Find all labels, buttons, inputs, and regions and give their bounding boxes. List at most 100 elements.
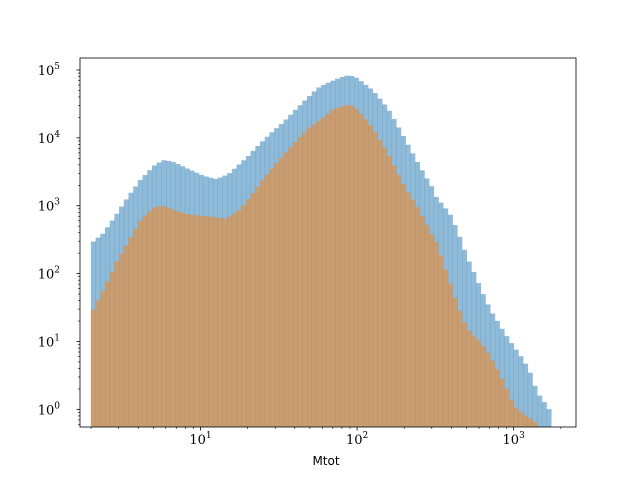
bar	[518, 356, 524, 427]
bar	[508, 343, 514, 427]
bar	[151, 207, 157, 427]
bar	[189, 214, 195, 427]
bar	[104, 281, 110, 427]
bar	[424, 224, 430, 427]
bar	[147, 211, 153, 427]
bar	[353, 108, 359, 427]
bar	[175, 211, 181, 427]
bar	[523, 415, 529, 427]
bar	[476, 340, 482, 427]
y-tick-label: 101	[38, 333, 60, 350]
bar	[241, 204, 247, 427]
bar	[527, 372, 533, 427]
bar	[419, 215, 425, 427]
bar	[166, 207, 172, 427]
bar	[382, 147, 388, 427]
bar	[527, 418, 533, 427]
bar	[349, 105, 355, 427]
bar	[231, 213, 237, 427]
bar	[391, 165, 397, 427]
bar	[119, 253, 125, 427]
bar	[100, 291, 106, 427]
axes: 101 102 103 100 101 102 103 104 105	[38, 57, 577, 448]
bar	[217, 217, 223, 427]
bar	[523, 363, 529, 427]
bar	[269, 168, 275, 427]
bar	[339, 106, 345, 427]
y-tick-label: 103	[38, 198, 61, 215]
bar	[372, 131, 378, 428]
bar	[400, 184, 406, 427]
bar	[358, 113, 364, 428]
bar	[297, 137, 303, 428]
bar	[278, 157, 284, 427]
bar	[288, 147, 294, 427]
bar	[250, 193, 256, 427]
x-tick-label: 102	[346, 431, 368, 448]
bar	[198, 216, 204, 427]
bar	[194, 215, 200, 427]
y-tick-label: 105	[38, 62, 61, 79]
bar	[443, 269, 449, 427]
y-tick-label: 102	[38, 266, 60, 283]
bar	[518, 411, 524, 427]
bar	[213, 217, 219, 427]
bar	[321, 117, 327, 427]
bar	[203, 216, 209, 427]
bar	[537, 395, 543, 427]
bar	[415, 207, 421, 427]
bar	[462, 322, 468, 427]
bar	[513, 407, 519, 427]
bar	[452, 297, 458, 427]
bar	[541, 402, 547, 427]
bar	[344, 104, 350, 427]
bar	[184, 214, 190, 427]
bar	[466, 330, 472, 427]
bar	[255, 186, 261, 427]
histogram-bars	[90, 75, 552, 428]
bar	[447, 283, 453, 427]
bar	[386, 155, 392, 427]
y-tick-label: 100	[38, 401, 61, 418]
bar	[513, 349, 519, 427]
bar	[325, 113, 331, 427]
bar	[405, 191, 411, 427]
bar	[499, 328, 505, 427]
bar	[471, 335, 477, 427]
bar	[335, 107, 341, 428]
bar	[133, 228, 139, 427]
bar	[396, 174, 402, 427]
bar	[457, 310, 463, 427]
bar	[377, 140, 383, 427]
bar	[90, 309, 96, 427]
bar	[330, 109, 336, 428]
bar	[499, 378, 505, 427]
bar	[433, 241, 439, 427]
bar	[532, 385, 538, 427]
bar	[142, 215, 148, 427]
series-1	[90, 104, 538, 428]
bar	[508, 399, 514, 427]
bar	[222, 218, 228, 427]
bar	[532, 422, 538, 427]
bar	[306, 127, 312, 427]
bar	[480, 346, 486, 427]
x-axis-label: Mtot	[312, 454, 339, 468]
bar	[292, 142, 298, 428]
bar	[494, 369, 500, 427]
bar	[363, 119, 369, 428]
bar	[302, 132, 308, 428]
bar	[283, 152, 289, 427]
bar	[490, 360, 496, 427]
x-tick-label: 101	[189, 431, 211, 448]
bar	[109, 271, 115, 427]
bar	[114, 261, 120, 427]
bar	[546, 409, 552, 427]
y-tick-label: 104	[38, 130, 61, 147]
bar	[128, 237, 134, 427]
bar	[504, 388, 510, 427]
bar	[316, 120, 322, 427]
bar	[438, 255, 444, 427]
bar	[260, 180, 266, 427]
